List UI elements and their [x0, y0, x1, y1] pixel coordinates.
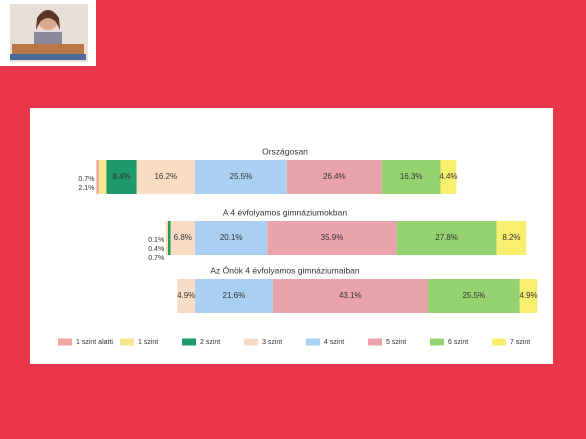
value-label: 27.8% — [435, 233, 458, 242]
value-label: 0.1% — [148, 237, 164, 244]
bar-segment — [519, 279, 538, 313]
legend-swatch — [182, 338, 196, 346]
value-label: 26.4% — [323, 172, 346, 181]
category-label: Az Önök 4 évfolyamos gimnáziumaiban — [210, 265, 360, 275]
value-label: 25.5% — [462, 291, 485, 300]
legend-label: 4 szint — [324, 339, 344, 346]
value-label: 0.7% — [78, 176, 94, 183]
bar-segment — [381, 160, 441, 194]
value-label: 20.1% — [220, 233, 243, 242]
bar-segment — [168, 221, 171, 255]
chart: Országosan 0.7% 2.1% 8.4% 16.2% 25.5% 26.4% 16.… — [58, 146, 538, 346]
value-label: 4.9% — [519, 291, 537, 300]
value-label: 16.2% — [154, 172, 177, 181]
bar-segment — [272, 279, 428, 313]
value-label: 43.1% — [339, 291, 362, 300]
legend-swatch — [120, 338, 134, 346]
value-label: 6.8% — [174, 233, 192, 242]
category-label: Országosan — [262, 146, 308, 156]
legend-label: 1 szint — [138, 339, 158, 346]
bar-segment — [396, 221, 497, 255]
legend-label: 3 szint — [262, 339, 282, 346]
bar-segment — [195, 279, 273, 313]
value-label: 4.4% — [439, 172, 457, 181]
bar-segment — [96, 160, 99, 194]
bar-segment — [195, 221, 268, 255]
legend-swatch — [58, 338, 72, 346]
bar-segment — [106, 160, 137, 194]
value-label: 4.9% — [177, 291, 195, 300]
value-label: 0.4% — [148, 246, 164, 253]
value-label: 16.3% — [400, 172, 423, 181]
value-label: 2.1% — [78, 185, 94, 192]
bar-segment — [440, 160, 457, 194]
category-label: A 4 évfolyamos gimnáziumokban — [223, 207, 348, 217]
bar-segment — [496, 221, 527, 255]
legend-label: 7 szint — [510, 339, 530, 346]
legend-label: 2 szint — [200, 339, 220, 346]
bar-segment — [98, 160, 107, 194]
legend-swatch — [306, 338, 320, 346]
value-label: 8.4% — [112, 172, 130, 181]
bar-segment — [136, 160, 195, 194]
legend-label: 6 szint — [448, 339, 468, 346]
legend-swatch — [430, 338, 444, 346]
photo — [10, 4, 88, 62]
value-label: 0.7% — [148, 255, 164, 262]
legend-label: 1 szint alatti — [76, 339, 113, 346]
bar-segment — [427, 279, 520, 313]
bar-segment — [170, 221, 195, 255]
bar-segment — [267, 221, 397, 255]
value-label: 21.6% — [223, 291, 246, 300]
bar-segment — [286, 160, 382, 194]
legend-label: 5 szint — [386, 339, 406, 346]
legend-swatch — [368, 338, 382, 346]
legend-swatch — [492, 338, 506, 346]
value-label: 35.9% — [321, 233, 344, 242]
legend-swatch — [244, 338, 258, 346]
bar-segment — [177, 279, 195, 313]
value-label: 8.2% — [502, 233, 520, 242]
bar-segment — [195, 160, 287, 194]
bar-segment — [166, 221, 168, 255]
value-label: 25.5% — [230, 172, 253, 181]
